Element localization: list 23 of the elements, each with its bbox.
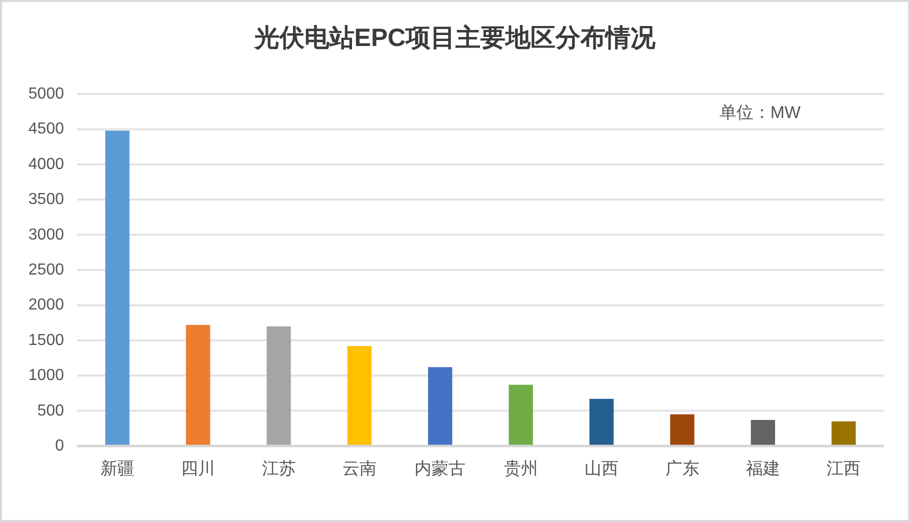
x-tick-label: 云南 <box>342 459 376 478</box>
y-tick-label: 3500 <box>28 191 64 208</box>
y-tick-label: 3000 <box>28 226 64 244</box>
x-tick-label: 贵州 <box>504 459 538 478</box>
y-tick-label: 5000 <box>28 86 64 102</box>
x-tick-label: 内蒙古 <box>414 459 466 478</box>
y-tick-label: 4000 <box>28 156 64 173</box>
title: 光伏电站EPC项目主要地区分布情况 <box>254 24 656 52</box>
x-tick-label: 江西 <box>826 459 861 478</box>
y-tick-label: 4500 <box>28 120 64 138</box>
y-tick-label: 500 <box>37 402 64 420</box>
y-tick-label: 1000 <box>28 367 64 384</box>
x-tick-label: 新疆 <box>100 459 134 478</box>
annotation: 单位：MW <box>719 103 801 122</box>
x-tick-label: 江苏 <box>262 459 296 478</box>
y-tick-label: 1500 <box>28 332 64 349</box>
y-tick-label: 0 <box>55 438 64 454</box>
x-tick-label: 广东 <box>665 459 700 478</box>
y-tick-label: 2000 <box>28 296 64 314</box>
x-tick-label: 山西 <box>584 459 619 478</box>
x-tick-label: 四川 <box>181 459 216 478</box>
x-tick-label: 福建 <box>746 459 780 478</box>
y-tick-label: 2500 <box>28 262 64 278</box>
